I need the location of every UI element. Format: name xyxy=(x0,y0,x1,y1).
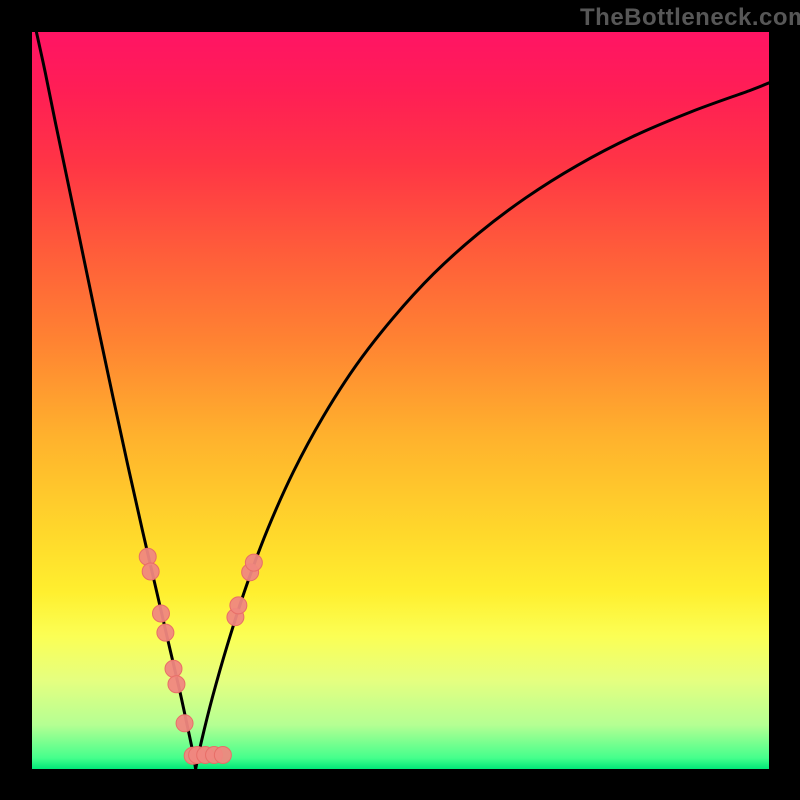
data-marker xyxy=(152,605,169,622)
plot-svg xyxy=(0,0,800,800)
data-marker xyxy=(139,548,156,565)
stage: TheBottleneck.com xyxy=(0,0,800,800)
data-marker xyxy=(214,747,231,764)
data-marker xyxy=(168,676,185,693)
data-marker xyxy=(142,563,159,580)
data-marker xyxy=(157,624,174,641)
data-marker xyxy=(176,715,193,732)
data-marker xyxy=(230,597,247,614)
gradient-background xyxy=(32,32,769,769)
data-marker xyxy=(245,554,262,571)
data-marker xyxy=(165,660,182,677)
